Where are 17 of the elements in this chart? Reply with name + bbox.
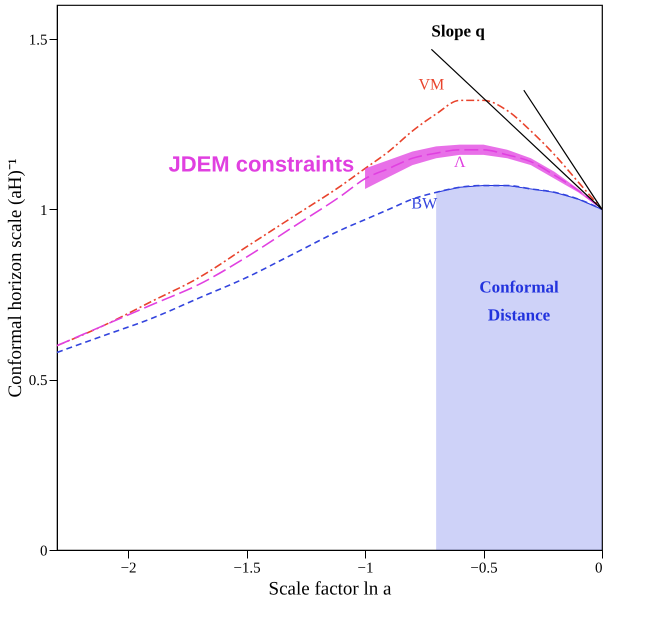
x-tick-label: −1 <box>358 560 374 576</box>
annotation: JDEM constraints <box>168 152 354 177</box>
series-label: Λ <box>454 154 466 171</box>
series-label: VM <box>418 76 444 94</box>
y-tick-label: 0.5 <box>28 373 48 390</box>
series-label: BW <box>411 196 438 213</box>
x-tick-label: 0 <box>595 560 602 576</box>
x-tick-label: −1.5 <box>233 560 261 576</box>
x-axis-title: Scale factor ln a <box>268 578 392 600</box>
series-label: Conformal Distance <box>479 278 559 325</box>
x-tick-label: −0.5 <box>470 560 498 576</box>
annotation: Slope q <box>431 21 486 40</box>
y-axis-title: Conformal horizon scale (aH)⁻¹ <box>4 158 26 398</box>
y-tick-label: 1 <box>40 202 48 219</box>
y-tick-label: 0 <box>40 544 48 560</box>
x-tick-label: −2 <box>120 560 137 576</box>
y-tick-label: 1.5 <box>28 32 48 49</box>
